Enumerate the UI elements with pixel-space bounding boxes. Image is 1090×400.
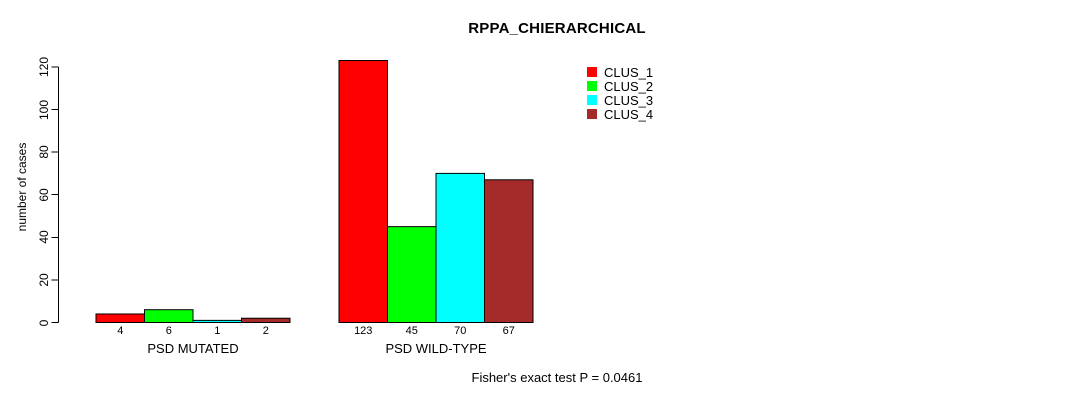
group-label-psd-mutated: PSD MUTATED (147, 341, 239, 356)
y-tick-label: 40 (37, 230, 51, 244)
y-tick-label: 0 (37, 319, 51, 326)
bar-value-label: 67 (502, 325, 515, 337)
bar-clus_1-mutated (95, 313, 145, 324)
bar-value-label: 6 (165, 325, 172, 337)
legend: CLUS_1 CLUS_2 CLUS_3 CLUS_4 (587, 65, 653, 121)
y-tick-label: 20 (37, 273, 51, 287)
bar-value-label: 4 (117, 325, 124, 337)
legend-label: CLUS_2 (604, 78, 654, 94)
bar-clus_3-mutated (192, 319, 242, 323)
bar-value-label: 45 (405, 325, 418, 337)
legend-label: CLUS_3 (604, 92, 654, 108)
legend-swatch-icon (587, 81, 597, 91)
footer-note: Fisher's exact test P = 0.0461 (471, 370, 643, 385)
y-tick-label: 120 (37, 56, 51, 77)
bar-clus_2-wild-type (387, 226, 437, 323)
legend-item-clus_3: CLUS_3 (587, 93, 653, 107)
legend-item-clus_1: CLUS_1 (587, 65, 653, 79)
y-tick-label: 60 (37, 188, 51, 202)
legend-swatch-icon (587, 95, 597, 105)
bar-clus_3-wild-type (435, 172, 485, 323)
group-label-psd-wild-type: PSD WILD-TYPE (385, 341, 487, 356)
bar-clus_1-wild-type (338, 60, 388, 323)
legend-label: CLUS_1 (604, 64, 654, 80)
legend-item-clus_2: CLUS_2 (587, 79, 653, 93)
bar-value-label: 1 (214, 325, 221, 337)
bar-value-label: 2 (262, 325, 269, 337)
legend-swatch-icon (587, 67, 597, 77)
bar-clus_4-wild-type (484, 179, 534, 323)
bar-value-label: 123 (354, 325, 373, 337)
bar-clus_2-mutated (144, 309, 194, 324)
legend-item-clus_4: CLUS_4 (587, 107, 653, 121)
y-tick-label: 100 (37, 99, 51, 120)
legend-swatch-icon (587, 109, 597, 119)
bar-clus_4-mutated (241, 317, 291, 323)
bar-value-label: 70 (454, 325, 467, 337)
y-tick-label: 80 (37, 145, 51, 159)
legend-label: CLUS_4 (604, 106, 654, 122)
chart-title: RPPA_CHIERARCHICAL (468, 20, 646, 37)
